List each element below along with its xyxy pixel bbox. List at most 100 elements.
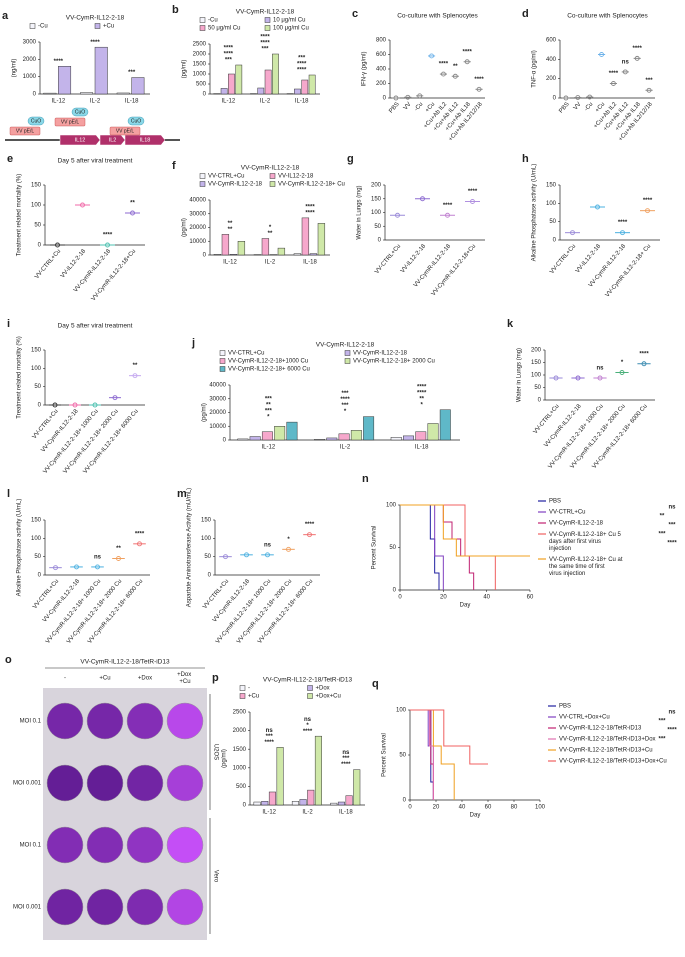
data-point (395, 212, 400, 218)
y-axis-label: Percent Survival (372, 526, 378, 570)
significance-label: * (306, 723, 309, 729)
x-tick-label: -Cu (414, 101, 425, 112)
significance-label: ** (133, 363, 138, 369)
y-tick-label: 2000 (193, 52, 207, 58)
gene-segment (59, 134, 101, 146)
y-axis-label: Alkaline Phosphatase activity (U/mL) (532, 164, 538, 262)
x-tick-label: VV (573, 101, 583, 111)
x-tick-label: VV-CTRL+Cu (34, 248, 62, 280)
survival-curve (400, 504, 440, 590)
bar (403, 435, 414, 441)
data-point (80, 202, 85, 208)
legend-label: +Cu (103, 24, 114, 30)
axis-line (544, 350, 655, 401)
significance-label: * (344, 409, 347, 415)
data-point (223, 554, 228, 560)
panel-letter: f (172, 160, 176, 172)
data-point (570, 230, 575, 236)
x-tick-label: VV-CymR-IL12-2-18+ Cu (605, 243, 653, 298)
y-tick-label: 150 (31, 183, 42, 189)
survival-curve (400, 504, 444, 590)
y-axis-label: IFN-γ (pg/ml) (362, 52, 368, 87)
y-tick-label: 500 (236, 784, 247, 790)
bar (264, 69, 272, 95)
y-tick-label: 400 (546, 57, 557, 63)
significance-label: **** (417, 390, 427, 396)
bar (253, 801, 261, 806)
legend-label: VV-CymR-IL12-2-18+ 6000 Cu (228, 367, 310, 373)
bar (94, 46, 108, 95)
data-point (52, 402, 58, 408)
legend-label: VV-CymR-IL12-2-18+ Cu (278, 182, 345, 188)
data-point (597, 375, 603, 381)
x-tick-label: IL-2 (260, 99, 271, 105)
y-tick-label: 50 (549, 219, 556, 225)
panel-letter: i (7, 318, 10, 330)
survival-curve (400, 504, 496, 590)
significance-label: ns (304, 717, 312, 723)
promoter-label: VV pE/L (16, 128, 35, 134)
legend-label: VV-CymR-IL12-2-18/TetR-iD13+Dox+Cu (559, 759, 667, 765)
y-tick-label: 100 (31, 366, 42, 372)
y-axis-label: Treatment related mortality (%) (17, 174, 23, 256)
legend-swatch (269, 181, 276, 187)
x-axis-label: Day (470, 813, 481, 819)
data-point (105, 242, 110, 248)
data-point (307, 532, 312, 538)
y-axis-label: (ng/ml) (12, 59, 18, 78)
bar (277, 247, 286, 256)
x-tick-label: IL-12 (261, 445, 275, 451)
bar (261, 238, 270, 256)
y-tick-label: 150 (201, 518, 212, 524)
legend-swatch (307, 685, 313, 691)
panel-title: VV-CymR-IL12-2-18 (236, 9, 295, 16)
bar (261, 431, 273, 441)
y-tick-label: 400 (376, 67, 387, 73)
bar (309, 253, 318, 256)
y-tick-label: 1000 (193, 72, 207, 78)
y-tick-label: 100 (31, 203, 42, 209)
x-tick-label: 80 (511, 805, 518, 811)
data-point (132, 373, 138, 379)
bar (415, 431, 427, 441)
significance-label: **** (463, 49, 473, 55)
panel-letter: b (172, 4, 179, 16)
well (46, 888, 84, 926)
x-tick-label: IL-18 (125, 99, 139, 105)
y-axis-label: Water in Lungs (mg) (357, 185, 363, 239)
y-tick-label: 0 (393, 588, 397, 594)
panel: -Cu +Cu a VV-CymR-IL12-2-18 (ng/ml) 0 1000 2000… (2, 10, 150, 105)
bar (220, 88, 228, 95)
legend-label: VV-CTRL+Cu (549, 510, 586, 516)
panel-letter: p (212, 672, 219, 684)
bar (272, 53, 279, 95)
significance-label: * (287, 537, 290, 543)
operator-label: CuO (131, 118, 141, 124)
legend-swatch (199, 173, 206, 179)
y-tick-label: 50 (534, 385, 541, 391)
significance-label: **** (224, 52, 234, 58)
panel-letter: k (507, 318, 514, 330)
data-point (619, 370, 625, 375)
y-tick-label: 1500 (233, 747, 247, 753)
significance-label: **** (639, 351, 649, 357)
significance-label: ** (660, 514, 665, 520)
significance-label: **** (264, 740, 274, 746)
y-tick-label: 2000 (233, 728, 247, 734)
well (166, 702, 204, 740)
well (86, 826, 124, 864)
significance-label: **** (305, 522, 315, 528)
legend-swatch (199, 17, 206, 23)
x-tick-label: VV-CymR-IL12-2-18 (543, 403, 583, 449)
x-tick-label: IL-18 (339, 810, 353, 816)
y-tick-label: 0 (378, 238, 382, 244)
x-tick-label: 0 (398, 595, 402, 601)
y-tick-label: 0 (243, 803, 247, 809)
well (166, 826, 204, 864)
y-tick-label: 100 (531, 373, 542, 379)
column-label: +Cu (99, 676, 110, 682)
legend-swatch (269, 173, 276, 179)
x-tick-label: VV-CymR-IL12-2-18+Cu (91, 248, 138, 302)
significance-label: **** (340, 397, 350, 403)
